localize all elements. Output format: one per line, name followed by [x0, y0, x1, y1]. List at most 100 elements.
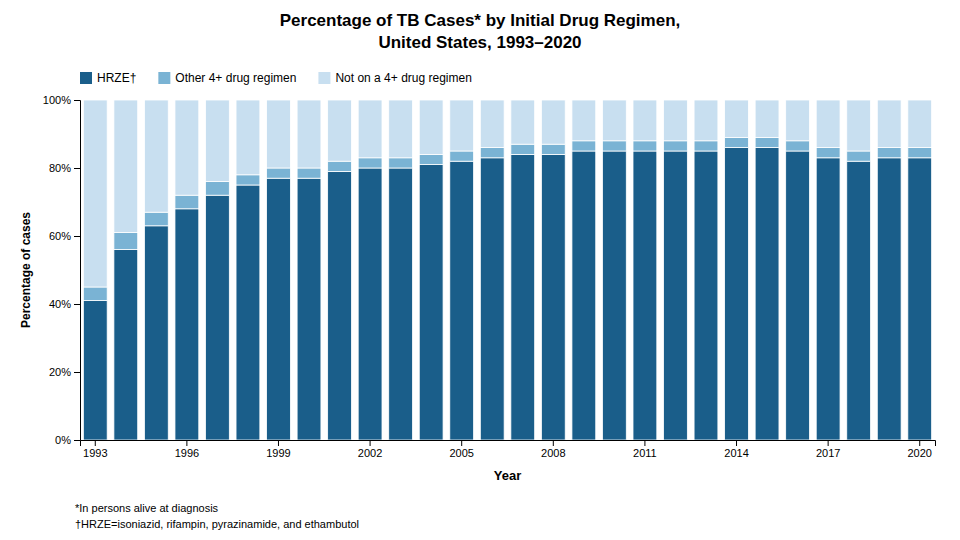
y-tick-mark — [74, 304, 80, 305]
y-tick-mark — [74, 440, 80, 441]
bar — [389, 158, 413, 168]
bar — [511, 144, 535, 154]
y-tick: 40% — [49, 298, 80, 310]
y-tick-label: 60% — [49, 230, 71, 242]
bar — [328, 161, 352, 171]
bar — [480, 148, 504, 158]
x-tick-mark — [644, 440, 645, 446]
bar — [175, 209, 199, 440]
x-tick: 2002 — [358, 440, 382, 459]
bar — [786, 100, 810, 141]
footnote: †HRZE=isoniazid, rifampin, pyrazinamide,… — [75, 518, 359, 530]
y-tick-mark — [74, 372, 80, 373]
legend-label: HRZE† — [97, 71, 136, 85]
x-tick: 1999 — [266, 440, 290, 459]
bar — [908, 100, 932, 148]
bar — [847, 151, 871, 161]
bar — [633, 100, 657, 141]
legend-label: Other 4+ drug regimen — [175, 71, 296, 85]
bar — [602, 141, 626, 151]
bar — [206, 182, 230, 196]
bar — [541, 144, 565, 154]
legend-item: Not on a 4+ drug regimen — [318, 71, 471, 85]
title-line: United States, 1993–2020 — [378, 33, 581, 52]
y-tick-mark — [74, 100, 80, 101]
y-axis-line — [74, 101, 81, 441]
bar — [450, 100, 474, 151]
y-tick: 0% — [55, 434, 80, 446]
x-tick-mark — [370, 440, 371, 446]
bar — [541, 154, 565, 440]
bar — [786, 151, 810, 440]
x-tick: 2017 — [816, 440, 840, 459]
bar — [877, 148, 901, 158]
bar — [633, 141, 657, 151]
x-tick-label: 2017 — [816, 447, 840, 459]
x-tick: 1996 — [175, 440, 199, 459]
x-tick-label: 2011 — [633, 447, 657, 459]
bar-series — [83, 148, 931, 440]
x-tick: 2020 — [907, 440, 931, 459]
x-tick-label: 2014 — [724, 447, 748, 459]
y-tick: 80% — [49, 162, 80, 174]
bar — [297, 178, 321, 440]
y-axis-title: Percentage of cases — [19, 212, 33, 328]
bar — [419, 100, 443, 154]
bar — [450, 161, 474, 440]
x-axis: 1993199619992002200520082011201420172020 — [81, 440, 936, 459]
bar — [114, 100, 138, 233]
bar — [480, 100, 504, 148]
bar — [206, 100, 230, 182]
bar — [175, 195, 199, 209]
bar — [114, 233, 138, 250]
legend-item: Other 4+ drug regimen — [158, 71, 296, 85]
footnote: *In persons alive at diagnosis — [75, 502, 219, 514]
bar — [419, 154, 443, 164]
bar — [847, 161, 871, 440]
x-tick-mark — [186, 440, 187, 446]
x-tick: 2005 — [449, 440, 473, 459]
bar — [144, 226, 168, 440]
x-tick-label: 1999 — [266, 447, 290, 459]
bar — [267, 168, 291, 178]
x-axis-title: Year — [494, 468, 521, 483]
legend: HRZE† Other 4+ drug regimen Not on a 4+ dr… — [80, 71, 472, 85]
x-tick-mark — [278, 440, 279, 446]
y-tick: 100% — [43, 94, 80, 106]
bar — [572, 151, 596, 440]
bar — [175, 100, 199, 195]
bar — [389, 168, 413, 440]
chart: 1993199619992002200520082011201420172020… — [0, 0, 960, 540]
bar — [694, 141, 718, 151]
y-tick-label: 40% — [49, 298, 71, 310]
bar — [267, 178, 291, 440]
legend-swatch — [158, 72, 170, 84]
bar — [328, 100, 352, 161]
bar — [358, 158, 382, 168]
bar — [236, 100, 260, 175]
x-tick-mark — [828, 440, 829, 446]
bar — [541, 100, 565, 144]
y-tick-label: 20% — [49, 366, 71, 378]
y-tick-label: 80% — [49, 162, 71, 174]
x-tick-label: 1993 — [83, 447, 107, 459]
bar — [389, 100, 413, 158]
x-tick-mark — [95, 440, 96, 446]
legend-label: Not on a 4+ drug regimen — [335, 71, 471, 85]
x-tick: 1993 — [83, 440, 107, 459]
bar — [877, 158, 901, 440]
x-tick-label: 2020 — [907, 447, 931, 459]
bar — [602, 151, 626, 440]
bar — [511, 154, 535, 440]
bar — [267, 100, 291, 168]
bar-series — [83, 100, 931, 287]
y-tick-label: 100% — [43, 94, 71, 106]
bar — [602, 100, 626, 141]
bar — [572, 100, 596, 141]
bar — [786, 141, 810, 151]
bar — [358, 100, 382, 158]
y-axis: 0% 20% 40% 60% 80% 100% — [43, 94, 81, 446]
bar — [450, 151, 474, 161]
bar — [144, 212, 168, 226]
bar — [572, 141, 596, 151]
